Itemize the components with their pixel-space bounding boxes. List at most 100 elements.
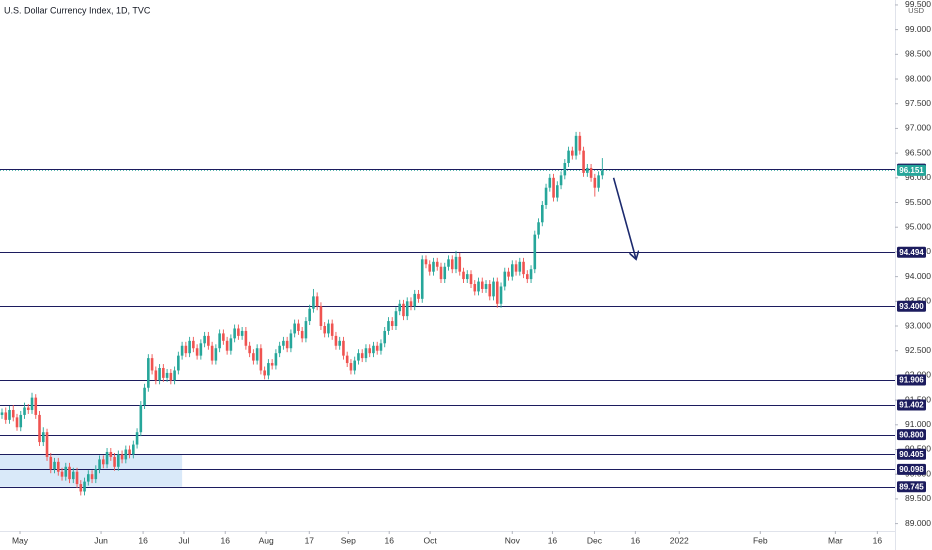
candle-body: [259, 348, 263, 371]
candle-body: [83, 481, 86, 492]
candle-body: [56, 461, 60, 472]
x-tick-label: 17: [305, 535, 315, 545]
candle-body: [304, 321, 308, 339]
level-badge: [897, 399, 926, 411]
x-tick-label: 16: [631, 535, 641, 545]
candle-body: [488, 284, 492, 297]
candle-body: [64, 466, 68, 477]
candle-body: [394, 311, 398, 327]
candle-body: [499, 286, 503, 304]
candle-body: [552, 177, 555, 198]
candle-body: [270, 363, 274, 366]
y-tick-label: 95.000: [905, 221, 931, 231]
candle-body: [285, 340, 289, 349]
candle-body: [53, 461, 56, 470]
y-tick-label: 91.000: [905, 419, 931, 429]
candle-body: [49, 456, 53, 470]
candle-body: [90, 474, 94, 480]
candle-body: [30, 397, 34, 410]
candle-body: [342, 340, 345, 356]
candle-body: [255, 348, 259, 361]
candle-body: [162, 367, 165, 378]
candle-body: [424, 259, 428, 265]
y-tick-label: 92.500: [905, 345, 931, 355]
candle-body: [282, 340, 285, 346]
candle-body: [289, 333, 293, 349]
candle-body: [458, 256, 462, 272]
candle-body: [334, 335, 338, 346]
y-tick-label: 93.500: [905, 296, 931, 306]
x-tick-label: 2022: [670, 535, 689, 545]
x-tick-label: 16: [548, 535, 558, 545]
y-tick-label: 98.000: [905, 73, 931, 83]
candle-body: [139, 405, 143, 433]
level-badge: [897, 481, 926, 493]
candle-body: [537, 222, 540, 235]
candle-body: [45, 432, 49, 457]
candle-body: [405, 301, 409, 317]
level-badge: [897, 374, 926, 386]
candle-body: [420, 259, 424, 299]
candle-body: [210, 345, 214, 361]
x-tick-label: Sep: [341, 535, 356, 545]
candle-body: [218, 333, 221, 349]
candle-body: [315, 296, 319, 307]
candle-body: [173, 370, 176, 381]
x-tick-label: Feb: [753, 535, 768, 545]
level-badge: [897, 448, 926, 460]
candle-body: [578, 135, 582, 151]
candle-body: [345, 355, 349, 364]
level-label: 94.494: [899, 248, 924, 257]
level-label: 90.098: [899, 465, 924, 474]
level-label: 89.745: [899, 482, 924, 491]
candle-body: [443, 266, 447, 280]
candle-body: [147, 358, 150, 388]
arrow: [612, 177, 637, 260]
candle-body: [150, 358, 154, 371]
candle-body: [252, 353, 255, 361]
candle-body: [225, 340, 229, 351]
x-tick-label: 16: [138, 535, 148, 545]
level-label: 90.800: [899, 430, 924, 439]
candle-body: [248, 345, 251, 354]
candle-body: [533, 234, 537, 270]
candle-body: [297, 323, 300, 331]
candle-body: [582, 150, 585, 173]
candle-body: [574, 135, 578, 156]
y-tick-label: 93.000: [905, 320, 931, 330]
y-tick-label: 91.500: [905, 394, 931, 404]
candle-body: [135, 432, 139, 445]
candle-body: [601, 170, 604, 176]
candle-body: [571, 150, 574, 156]
candle-body: [300, 330, 304, 339]
x-tick-label: Nov: [505, 535, 521, 545]
candle-body: [113, 456, 116, 467]
candle-body: [514, 264, 518, 272]
candle-body: [323, 326, 326, 334]
x-tick-label: Dec: [587, 535, 603, 545]
candle-body: [507, 271, 510, 277]
candle-body: [38, 414, 41, 443]
candle-body: [41, 432, 45, 443]
candle-body: [417, 293, 420, 299]
candle-body: [124, 449, 128, 460]
candle-body: [360, 353, 364, 359]
candle-body: [529, 269, 533, 280]
candle-body: [469, 274, 473, 285]
candle-body: [102, 459, 105, 465]
y-tick-label: 96.500: [905, 147, 931, 157]
candle-body: [240, 330, 244, 336]
candle-body: [120, 454, 124, 460]
candle-body: [353, 360, 356, 371]
candle-body: [263, 370, 266, 376]
candle-body: [379, 343, 383, 351]
candle-body: [390, 321, 394, 327]
y-tick-label: 97.000: [905, 123, 931, 133]
candle-body: [94, 469, 98, 480]
level-badge: [897, 300, 926, 312]
candle-body: [60, 471, 64, 477]
candle-body: [169, 372, 173, 381]
candle-body: [473, 284, 477, 292]
candle-body: [177, 355, 180, 371]
x-tick-label: Mar: [828, 535, 843, 545]
